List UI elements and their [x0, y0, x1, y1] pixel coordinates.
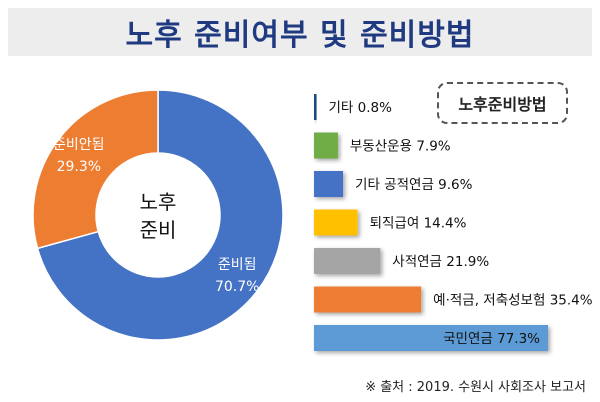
- bar-category: 퇴직급여: [370, 216, 424, 232]
- bar-category: 기타 공적연금: [355, 177, 438, 193]
- bar-category: 부동산운용: [350, 139, 416, 155]
- bar-chart: 기타 0.8% 부동산운용 7.9% 기타 공적연금 9.6% 퇴직급여 14.4% 사…: [314, 94, 593, 351]
- page-title: 노후 준비여부 및 준비방법: [125, 18, 475, 53]
- bar-6: [314, 286, 422, 313]
- bar-value-label: 9.6%: [438, 177, 472, 193]
- bar-value-label: 14.4%: [424, 216, 467, 232]
- bar-category: 기타: [329, 100, 358, 116]
- donut-slice-label: 70.7%: [215, 279, 259, 295]
- donut-slice-label: 29.3%: [57, 159, 101, 175]
- bar-label: 부동산운용 7.9%: [350, 139, 451, 155]
- bar-label: 기타 공적연금 9.6%: [355, 177, 473, 193]
- donut-chart: 준비됨 70.7% 준비안됨 29.3% 노후준비: [32, 89, 284, 341]
- bar-5: [314, 248, 381, 274]
- bar-label: 퇴직급여 14.4%: [370, 216, 467, 232]
- bar-value-label: 77.3%: [497, 331, 540, 347]
- bar-value-label: 35.4%: [550, 293, 593, 309]
- donut-slice-2: [32, 89, 159, 250]
- bar-chart-title: 노후준비방법: [437, 82, 568, 124]
- bar-4: [314, 209, 358, 236]
- source-note: ※ 출처 : 2019. 수원시 사회조사 보고서: [365, 380, 586, 395]
- donut-slice-1: [36, 89, 284, 341]
- bar-7: [314, 325, 548, 351]
- bar-value-label: 7.9%: [416, 139, 450, 155]
- bar-label: 기타 0.8%: [329, 100, 393, 116]
- bar-1: [314, 94, 317, 120]
- title-band: 노후 준비여부 및 준비방법: [8, 8, 592, 56]
- bar-label: 국민연금 77.3%: [443, 331, 540, 347]
- bar-category: 예·적금, 저축성보험: [433, 293, 550, 309]
- bar-value-label: 0.8%: [358, 100, 392, 116]
- bar-category: 사적연금: [392, 254, 446, 270]
- bar-label: 사적연금 21.9%: [392, 254, 489, 270]
- bar-label: 예·적금, 저축성보험 35.4%: [433, 293, 593, 309]
- donut-center-label-2: 준비: [140, 218, 177, 242]
- bar-2: [314, 132, 338, 159]
- bar-3: [314, 171, 344, 197]
- donut-center-label-1: 노후: [140, 190, 177, 214]
- donut-slice-name: 준비됨: [218, 257, 257, 273]
- donut-slice-name: 준비안됨: [53, 137, 105, 153]
- bar-category: 국민연금: [443, 331, 497, 347]
- bar-value-label: 21.9%: [446, 254, 489, 270]
